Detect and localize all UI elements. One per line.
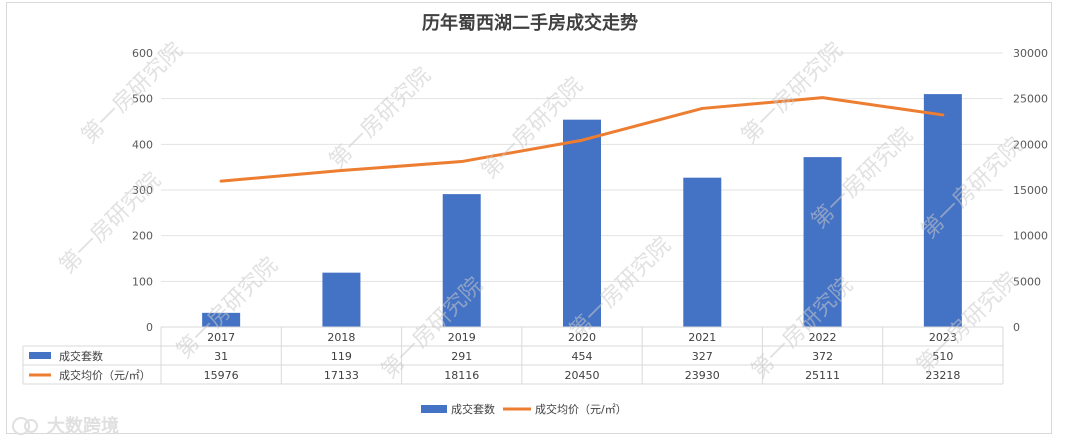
table-cell-count: 327 [692, 350, 713, 363]
right-tick-label: 5000 [1013, 275, 1041, 288]
x-tick-label: 2018 [327, 331, 355, 344]
bar [683, 177, 722, 327]
x-tick-label: 2023 [929, 331, 957, 344]
left-tick-label: 600 [132, 47, 153, 60]
x-tick-label: 2017 [207, 331, 235, 344]
legend-key-bar [421, 405, 447, 413]
table-cell-price: 23218 [925, 369, 960, 382]
table-cell-count: 31 [214, 350, 228, 363]
brand-icon-2 [24, 419, 38, 433]
table-cell-price: 20450 [565, 369, 600, 382]
watermark-text: 第一房研究院 [172, 253, 283, 364]
right-tick-label: 15000 [1013, 184, 1048, 197]
bar [442, 194, 481, 327]
table-cell-count: 372 [812, 350, 833, 363]
left-tick-label: 300 [132, 184, 153, 197]
left-tick-label: 400 [132, 138, 153, 151]
table-row-label: 成交套数 [59, 349, 103, 363]
right-tick-label: 20000 [1013, 138, 1048, 151]
bar [322, 272, 361, 327]
table-cell-price: 17133 [324, 369, 359, 382]
table-cell-price: 18116 [444, 369, 479, 382]
watermark-text: 第一房研究院 [737, 38, 848, 149]
table-cell-count: 291 [451, 350, 472, 363]
right-tick-label: 0 [1013, 321, 1020, 334]
left-tick-label: 200 [132, 230, 153, 243]
table-key-bar [29, 352, 51, 359]
right-axis: 0 5000 10000 15000 20000 25000 30000 [1013, 47, 1048, 334]
brand-logo: 大数跨境 [12, 415, 119, 435]
right-tick-label: 30000 [1013, 47, 1048, 60]
brand-text: 大数跨境 [47, 415, 119, 435]
chart-title: 历年蜀西湖二手房成交走势 [422, 12, 638, 34]
bar [563, 119, 601, 327]
table-cell-price: 25111 [805, 369, 840, 382]
watermark-text: 第一房研究院 [377, 273, 488, 384]
chart-frame: 历年蜀西湖二手房成交走势 0 100 200 300 400 500 600 0 5000 10… [6, 2, 1052, 435]
watermark-text: 第一房研究院 [325, 63, 436, 174]
legend: 成交套数 成交均价（元/㎡） [421, 402, 627, 416]
table-cell-price: 23930 [685, 369, 720, 382]
legend-label: 成交均价（元/㎡） [535, 402, 627, 416]
x-tick-label: 2022 [809, 331, 837, 344]
bar [803, 157, 842, 327]
data-table: 2017 31 15976 2018 119 17133 2019 291 18116 2020 4… [22, 326, 1004, 385]
line-series [219, 96, 945, 183]
left-axis: 0 100 200 300 400 500 600 [132, 47, 153, 334]
brand-icon [12, 417, 30, 435]
x-tick-label: 2019 [448, 331, 476, 344]
left-tick-label: 0 [146, 321, 153, 334]
bar [923, 94, 962, 327]
table-cell-count: 119 [331, 350, 352, 363]
price-line [219, 96, 945, 183]
table-row-label: 成交均价（元/㎡） [59, 368, 151, 382]
table-cell-price: 15976 [204, 369, 239, 382]
x-tick-label: 2020 [568, 331, 596, 344]
chart-svg: 历年蜀西湖二手房成交走势 0 100 200 300 400 500 600 0 5000 10… [12, 12, 1048, 435]
legend-label: 成交套数 [451, 402, 495, 416]
left-tick-label: 100 [132, 275, 153, 288]
table-cell-count: 454 [572, 350, 593, 363]
right-tick-label: 10000 [1013, 230, 1048, 243]
left-tick-label: 500 [132, 93, 153, 106]
watermark-text: 第一房研究院 [747, 273, 858, 384]
right-tick-label: 25000 [1013, 93, 1048, 106]
x-tick-label: 2021 [688, 331, 716, 344]
table-cell-count: 510 [932, 350, 953, 363]
bar-series [202, 94, 962, 327]
watermark-text: 第一房研究院 [55, 168, 166, 279]
bar [202, 312, 241, 327]
